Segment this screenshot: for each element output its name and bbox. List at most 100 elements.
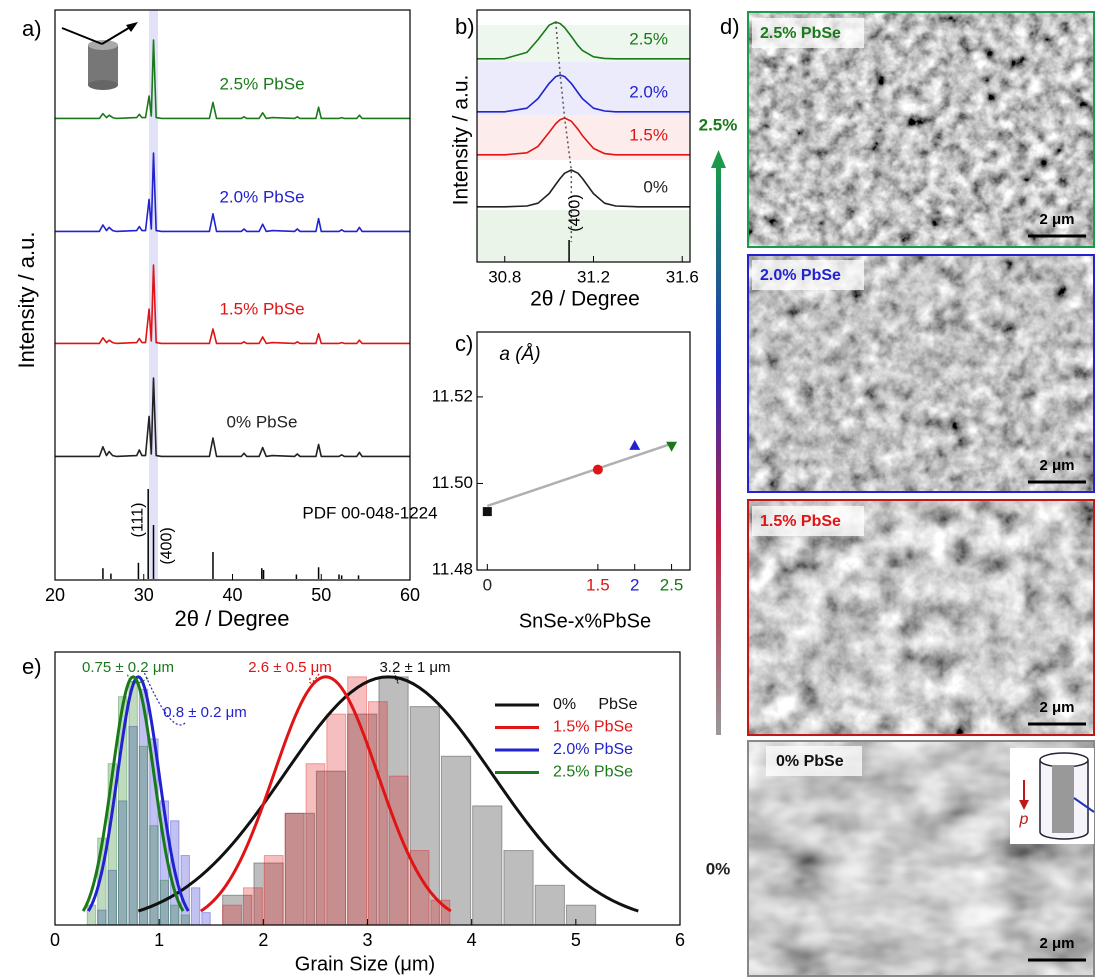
fit-label-pointer [143, 672, 186, 726]
hist-bar [149, 825, 159, 926]
sem-texture [748, 255, 1094, 492]
sem-image: 0% PbSe 2 μm p [747, 740, 1095, 977]
series-label: 0% PbSe [227, 412, 298, 431]
fit-label: 0.75 ± 0.2 μm [82, 659, 174, 676]
series-label: 2.0% [629, 82, 668, 101]
hist-bar [565, 904, 597, 926]
pattern-line [55, 39, 410, 120]
hist-bar [222, 904, 243, 926]
sem-border [747, 11, 1095, 248]
y-tick-label: 11.50 [432, 473, 473, 492]
background-band [477, 160, 690, 210]
scale-bar-label: 2 μm [1039, 211, 1074, 228]
pattern-line [477, 169, 690, 208]
hist-bar [326, 713, 347, 926]
arrow-bottom-label: 0% [706, 859, 731, 878]
sem-label: 2.5% PbSe [760, 25, 841, 42]
background-band [477, 62, 690, 115]
sem-label-box [766, 746, 862, 776]
pressing-inset: p [1010, 748, 1095, 844]
panel-label: c) [455, 331, 473, 356]
plot-frame [476, 9, 691, 263]
x-axis-title: SnSe-x%PbSe [519, 610, 651, 632]
x-tick-label: 2.5 [660, 575, 684, 594]
x-tick-label: 4 [467, 930, 477, 950]
pattern-line [55, 152, 410, 233]
hist-bar [472, 805, 503, 926]
icon-cylinder [88, 45, 118, 85]
x-tick-label: 60 [400, 585, 420, 605]
icon-beam-out [101, 25, 133, 45]
scale-bar-label: 2 μm [1039, 935, 1074, 952]
icon-arrowhead [126, 22, 138, 32]
sem-border [747, 254, 1095, 493]
fit-curve [199, 675, 452, 913]
axis-annotation: a (Å) [499, 344, 540, 365]
highlight-band [149, 10, 158, 580]
hist-bar [368, 701, 388, 926]
x-tick-label: 31.6 [666, 267, 699, 286]
y-axis-title: Intensity / a.u. [450, 75, 473, 206]
panel-label: b) [455, 14, 475, 39]
series-label: 2.0% PbSe [219, 187, 304, 206]
hist-bar [503, 850, 534, 926]
hist-bar [263, 855, 284, 926]
legend-label: 2.0% PbSe [553, 741, 633, 758]
inset-section [1052, 765, 1074, 833]
pattern-line [477, 117, 690, 156]
series-label: 1.5% [629, 125, 668, 144]
sem-image: 2.0% PbSe 2 μm [747, 254, 1095, 493]
sem-label-box [752, 506, 864, 536]
x-tick-label: 2 [258, 930, 268, 950]
legend-label: 0% PbSe [553, 696, 638, 713]
sem-image: 2.5% PbSe 2 μm [747, 11, 1095, 248]
hist-bar [201, 912, 211, 926]
sem-label-box [752, 260, 864, 290]
y-tick-label: 11.48 [432, 559, 473, 578]
panel-label: e) [22, 654, 42, 679]
sem-label: 2.0% PbSe [760, 267, 841, 284]
xrd-icon [61, 22, 138, 90]
hist-bar [222, 894, 253, 926]
sem-texture [748, 500, 1094, 735]
x-tick-label: 30 [134, 585, 154, 605]
hist-bar [315, 770, 347, 926]
panel-label: a) [22, 16, 42, 41]
x-tick-label: 1.5 [586, 575, 610, 594]
fit-curve [137, 675, 639, 913]
series-label: 2.5% PbSe [219, 74, 304, 93]
x-tick-label: 1 [154, 930, 164, 950]
hist-bar [128, 681, 138, 926]
y-tick-label: 11.52 [432, 386, 473, 405]
sem-label: 0% PbSe [776, 753, 844, 770]
fit-curve [81, 675, 185, 912]
arrow-top-label: 2.5% [699, 115, 738, 134]
hist-bar [347, 713, 378, 926]
background-band [477, 210, 690, 262]
sem-label: 1.5% PbSe [760, 513, 841, 530]
inset-cylinder-top [1039, 752, 1089, 768]
plot-frame [54, 9, 411, 581]
hist-bar [284, 812, 305, 926]
x-tick-label: 2 [630, 575, 639, 594]
series-label: 0% [643, 177, 668, 196]
gradient-arrowhead [711, 150, 726, 168]
fit-label: 0.8 ± 0.2 μm [163, 704, 247, 721]
marker [629, 439, 641, 450]
peak-shift-guide [555, 21, 573, 242]
legend-label: 2.5% PbSe [553, 764, 633, 781]
hist-bar [534, 884, 565, 926]
x-tick-label: 30.8 [488, 267, 521, 286]
x-tick-label: 31.2 [577, 267, 610, 286]
sem-panels: d) 2.5% 0% 2.5% PbSe 2 μm 2.0% PbSe 2 μm… [699, 11, 1095, 977]
marker [666, 441, 678, 452]
hist-bar [440, 755, 472, 926]
gradient-arrow [716, 165, 721, 735]
icon-beam-in [61, 27, 103, 45]
x-axis-title: 2θ / Degree [175, 606, 290, 631]
fit-label-pointer [126, 672, 149, 684]
fit-label: 2.6 ± 0.5 μm [248, 659, 332, 676]
fit-label: 3.2 ± 1 μm [379, 659, 450, 676]
hist-bar [378, 676, 409, 926]
hist-bar [180, 914, 190, 926]
